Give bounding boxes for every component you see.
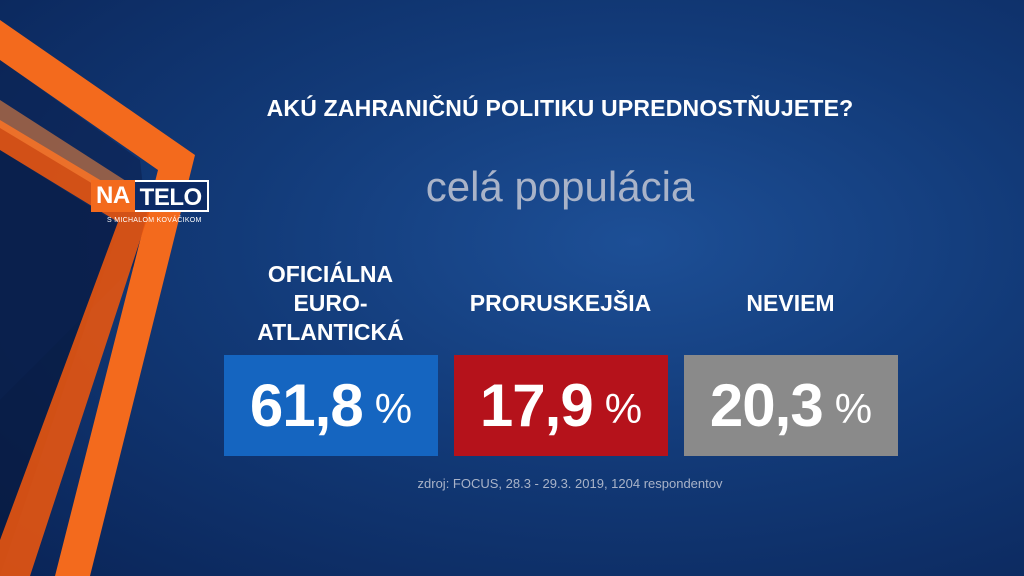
value-box-pro-russian: 17,9 %: [454, 355, 668, 456]
deco-orange-frame-inner: [0, 120, 150, 576]
logo-na-text: NA: [91, 180, 135, 212]
category-label-line: OFICIÁLNA: [267, 261, 394, 287]
category-label-line: EURO-: [293, 290, 368, 316]
deco-orange-frame-outer: [0, 20, 195, 576]
decorative-background-frame: [0, 20, 195, 576]
value-label: 61,8: [249, 372, 364, 439]
value-label: 17,9: [479, 372, 594, 439]
category-label-dont-know: NEVIEM: [684, 289, 897, 318]
category-label-euro-atlantic: OFICIÁLNA EURO- ATLANTICKÁ: [224, 260, 437, 347]
value-box-euro-atlantic: 61,8 %: [224, 355, 438, 456]
category-label-line: NEVIEM: [746, 290, 835, 316]
percent-sign: %: [604, 384, 643, 432]
category-label-pro-russian: PRORUSKEJŠIA: [454, 289, 667, 318]
value-box-dont-know: 20,3 %: [684, 355, 898, 456]
chart-subtitle: celá populácia: [425, 163, 695, 210]
source-note: zdroj: FOCUS, 28.3 - 29.3. 2019, 1204 re…: [417, 476, 723, 491]
category-label-line: ATLANTICKÁ: [257, 319, 404, 345]
value-label: 20,3: [709, 372, 824, 439]
chart-title: AKÚ ZAHRANIČNÚ POLITIKU UPREDNOSTŇUJETE?: [266, 95, 854, 121]
deco-orange-stripe: [0, 100, 140, 205]
category-label-line: PRORUSKEJŠIA: [469, 290, 652, 316]
na-telo-logo: NA TELO S MICHALOM KOVÁČIKOM: [91, 180, 215, 224]
percent-sign: %: [834, 384, 873, 432]
logo-subtitle: S MICHALOM KOVÁČIKOM: [107, 217, 202, 224]
logo-telo-text: TELO: [134, 180, 209, 212]
percent-sign: %: [374, 384, 413, 432]
